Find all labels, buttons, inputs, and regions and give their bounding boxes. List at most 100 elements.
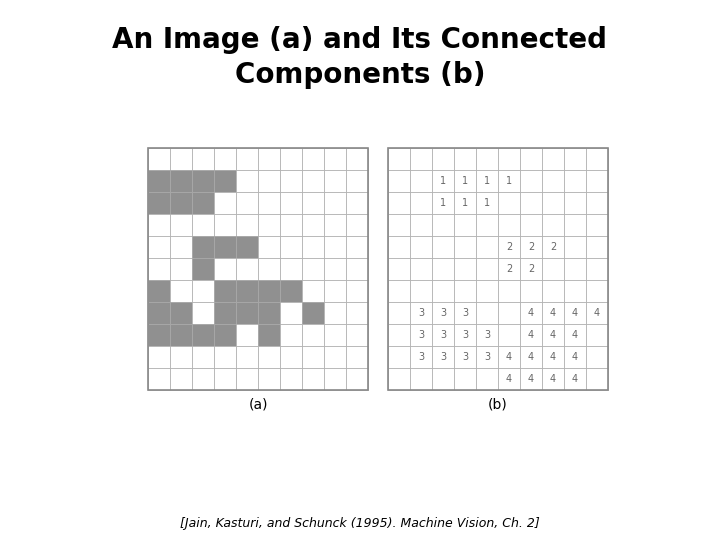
Bar bbox=[192, 346, 214, 368]
Bar bbox=[258, 170, 280, 192]
Bar bbox=[236, 280, 258, 302]
Bar bbox=[454, 302, 476, 324]
Text: 1: 1 bbox=[462, 198, 468, 208]
Text: 4: 4 bbox=[528, 352, 534, 362]
Bar bbox=[476, 192, 498, 214]
Text: 3: 3 bbox=[462, 352, 468, 362]
Bar bbox=[388, 214, 410, 236]
Bar bbox=[280, 302, 302, 324]
Bar bbox=[476, 346, 498, 368]
Bar bbox=[214, 258, 236, 280]
Bar bbox=[258, 368, 280, 390]
Bar bbox=[280, 324, 302, 346]
Bar bbox=[410, 258, 432, 280]
Bar bbox=[170, 192, 192, 214]
Bar bbox=[454, 192, 476, 214]
Bar bbox=[346, 236, 368, 258]
Text: 1: 1 bbox=[484, 198, 490, 208]
Bar bbox=[192, 368, 214, 390]
Bar bbox=[148, 148, 170, 170]
Bar bbox=[454, 148, 476, 170]
Text: (a): (a) bbox=[248, 397, 268, 411]
Bar bbox=[214, 148, 236, 170]
Bar bbox=[520, 346, 542, 368]
Bar bbox=[346, 368, 368, 390]
Bar bbox=[192, 324, 214, 346]
Bar bbox=[388, 148, 410, 170]
Bar bbox=[302, 236, 324, 258]
Bar bbox=[258, 258, 280, 280]
Bar bbox=[432, 236, 454, 258]
Bar bbox=[170, 170, 192, 192]
Text: 4: 4 bbox=[572, 374, 578, 384]
Bar bbox=[346, 192, 368, 214]
Bar bbox=[346, 258, 368, 280]
Bar bbox=[302, 214, 324, 236]
Bar bbox=[520, 148, 542, 170]
Bar bbox=[280, 170, 302, 192]
Bar bbox=[564, 324, 586, 346]
Bar bbox=[148, 324, 170, 346]
Bar bbox=[324, 302, 346, 324]
Bar bbox=[586, 258, 608, 280]
Bar bbox=[454, 258, 476, 280]
Bar bbox=[520, 170, 542, 192]
Bar bbox=[476, 302, 498, 324]
Bar bbox=[476, 236, 498, 258]
Bar bbox=[236, 170, 258, 192]
Bar bbox=[476, 170, 498, 192]
Bar bbox=[586, 170, 608, 192]
Bar bbox=[564, 302, 586, 324]
Bar bbox=[410, 280, 432, 302]
Text: 4: 4 bbox=[572, 308, 578, 318]
Bar bbox=[520, 324, 542, 346]
Bar bbox=[258, 214, 280, 236]
Text: 4: 4 bbox=[506, 352, 512, 362]
Bar bbox=[302, 368, 324, 390]
Bar bbox=[258, 280, 280, 302]
Bar bbox=[564, 192, 586, 214]
Bar bbox=[498, 192, 520, 214]
Bar bbox=[302, 280, 324, 302]
Bar bbox=[498, 214, 520, 236]
Bar bbox=[258, 346, 280, 368]
Bar bbox=[346, 302, 368, 324]
Bar bbox=[236, 368, 258, 390]
Text: 3: 3 bbox=[418, 330, 424, 340]
Bar bbox=[520, 368, 542, 390]
Bar bbox=[388, 236, 410, 258]
Bar bbox=[498, 368, 520, 390]
Bar bbox=[324, 148, 346, 170]
Bar bbox=[586, 148, 608, 170]
Bar bbox=[192, 192, 214, 214]
Bar bbox=[586, 192, 608, 214]
Bar bbox=[454, 280, 476, 302]
Bar bbox=[564, 236, 586, 258]
Bar bbox=[324, 170, 346, 192]
Bar bbox=[148, 192, 170, 214]
Text: 4: 4 bbox=[550, 352, 556, 362]
Bar bbox=[170, 280, 192, 302]
Text: 2: 2 bbox=[506, 264, 512, 274]
Bar bbox=[432, 346, 454, 368]
Bar bbox=[280, 368, 302, 390]
Bar bbox=[454, 214, 476, 236]
Bar bbox=[258, 302, 280, 324]
Bar bbox=[454, 170, 476, 192]
Bar bbox=[170, 324, 192, 346]
Bar bbox=[410, 324, 432, 346]
Bar bbox=[498, 258, 520, 280]
Text: 2: 2 bbox=[506, 242, 512, 252]
Text: 4: 4 bbox=[572, 330, 578, 340]
Bar bbox=[236, 148, 258, 170]
Bar bbox=[346, 346, 368, 368]
Bar bbox=[324, 192, 346, 214]
Bar bbox=[236, 236, 258, 258]
Bar bbox=[564, 258, 586, 280]
Bar bbox=[476, 368, 498, 390]
Bar bbox=[214, 236, 236, 258]
Bar bbox=[148, 280, 170, 302]
Bar bbox=[192, 148, 214, 170]
Bar bbox=[324, 214, 346, 236]
Bar bbox=[280, 214, 302, 236]
